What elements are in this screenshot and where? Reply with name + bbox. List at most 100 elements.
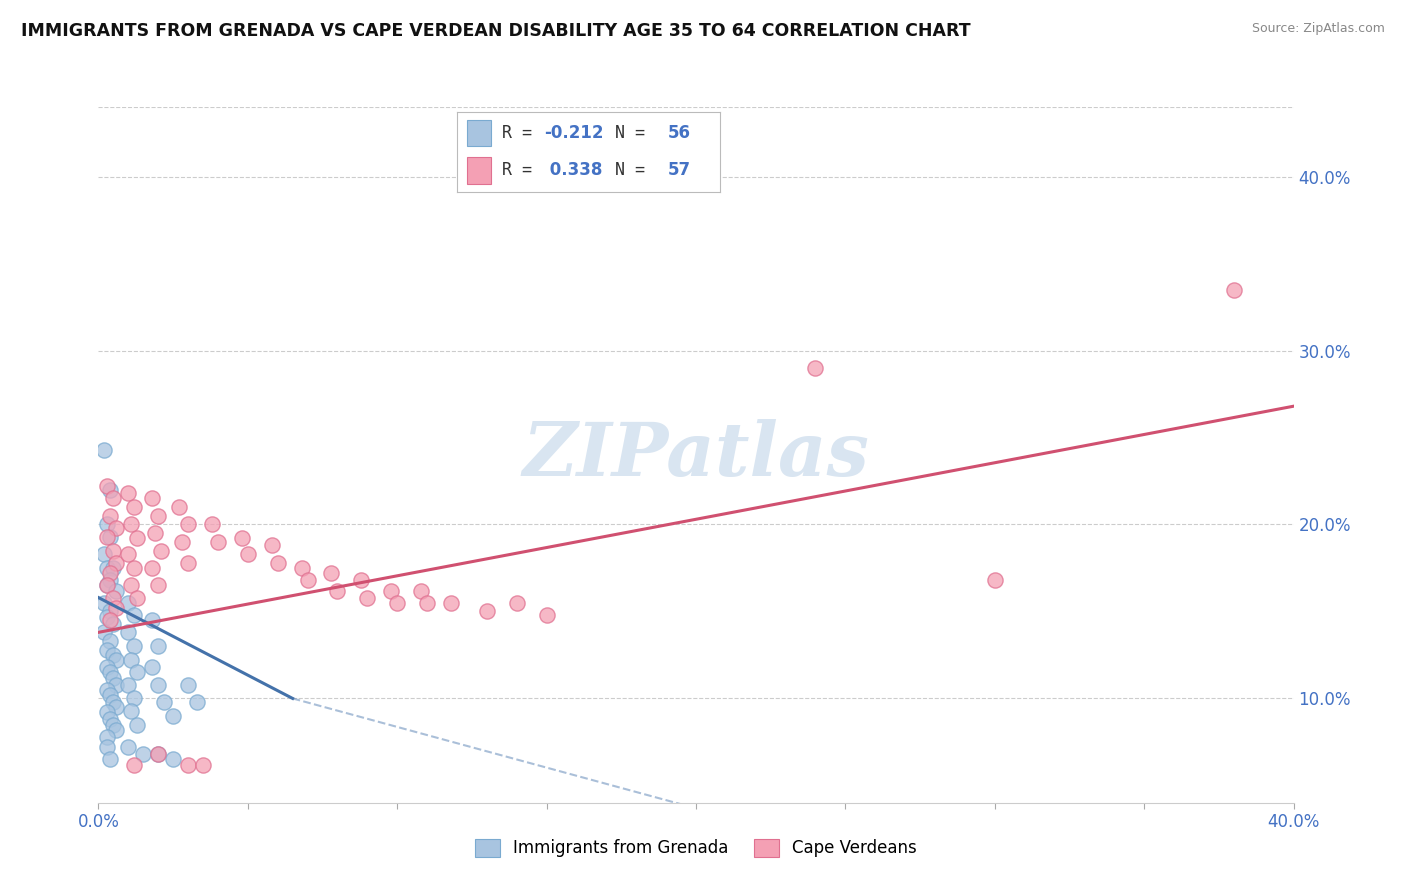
Point	[105, 521, 128, 535]
Point	[96, 642, 118, 657]
Point	[1223, 283, 1246, 297]
Point	[96, 706, 118, 720]
FancyBboxPatch shape	[467, 157, 491, 184]
Point	[120, 517, 142, 532]
Point	[141, 561, 163, 575]
Point	[132, 747, 155, 761]
Point	[143, 526, 166, 541]
Point	[177, 677, 200, 691]
Point	[267, 556, 290, 570]
Point	[148, 747, 170, 761]
Point	[350, 573, 373, 587]
Point	[148, 639, 170, 653]
Point	[103, 491, 125, 506]
Point	[127, 532, 149, 546]
Point	[98, 752, 122, 766]
Point	[804, 361, 827, 376]
Point	[98, 530, 122, 544]
Point	[93, 625, 115, 640]
Text: 57: 57	[668, 161, 690, 179]
Point	[103, 695, 125, 709]
Point	[93, 442, 115, 457]
Point	[150, 543, 173, 558]
Point	[103, 543, 125, 558]
Point	[475, 605, 498, 619]
Point	[96, 479, 118, 493]
Point	[207, 534, 229, 549]
Point	[411, 583, 433, 598]
Text: IMMIGRANTS FROM GRENADA VS CAPE VERDEAN DISABILITY AGE 35 TO 64 CORRELATION CHAR: IMMIGRANTS FROM GRENADA VS CAPE VERDEAN …	[21, 22, 970, 40]
Point	[162, 708, 184, 723]
Text: ZIPatlas: ZIPatlas	[523, 418, 869, 491]
FancyBboxPatch shape	[467, 120, 491, 146]
Point	[120, 578, 142, 592]
Point	[117, 625, 139, 640]
Point	[96, 530, 118, 544]
Point	[96, 660, 118, 674]
Point	[141, 660, 163, 674]
Point	[380, 583, 402, 598]
Text: R =: R =	[502, 161, 541, 179]
Point	[117, 486, 139, 500]
Point	[103, 671, 125, 685]
Point	[120, 704, 142, 718]
Point	[117, 596, 139, 610]
Text: 56: 56	[668, 124, 690, 142]
Point	[105, 677, 128, 691]
Point	[148, 508, 170, 523]
Point	[186, 695, 208, 709]
Point	[98, 634, 122, 648]
Point	[98, 665, 122, 680]
Point	[153, 695, 176, 709]
Point	[385, 596, 409, 610]
Text: N =: N =	[614, 161, 655, 179]
Point	[124, 639, 146, 653]
Point	[201, 517, 224, 532]
Point	[98, 508, 122, 523]
Point	[103, 648, 125, 662]
Point	[105, 583, 128, 598]
Point	[321, 566, 343, 581]
Point	[326, 583, 349, 598]
Point	[260, 538, 283, 552]
Point	[93, 547, 115, 561]
Point	[506, 596, 529, 610]
Point	[231, 532, 253, 546]
Point	[105, 653, 128, 667]
Point	[177, 517, 200, 532]
Point	[162, 752, 184, 766]
Text: 0.338: 0.338	[544, 161, 602, 179]
Point	[127, 717, 149, 731]
Point	[191, 757, 214, 772]
Point	[98, 566, 122, 581]
Point	[141, 613, 163, 627]
Point	[96, 740, 118, 755]
Point	[236, 547, 259, 561]
Legend: Immigrants from Grenada, Cape Verdeans: Immigrants from Grenada, Cape Verdeans	[468, 832, 924, 864]
Point	[105, 601, 128, 615]
Point	[96, 578, 118, 592]
Point	[96, 578, 118, 592]
Text: Source: ZipAtlas.com: Source: ZipAtlas.com	[1251, 22, 1385, 36]
Point	[103, 561, 125, 575]
Point	[124, 500, 146, 514]
Point	[148, 677, 170, 691]
Point	[127, 591, 149, 605]
Point	[127, 665, 149, 680]
Point	[291, 561, 314, 575]
Point	[98, 573, 122, 587]
Point	[93, 596, 115, 610]
Point	[356, 591, 378, 605]
Point	[124, 561, 146, 575]
Point	[96, 517, 118, 532]
Point	[103, 717, 125, 731]
Point	[297, 573, 319, 587]
Point	[98, 712, 122, 726]
Point	[96, 730, 118, 744]
Point	[117, 547, 139, 561]
Point	[98, 483, 122, 497]
Point	[117, 740, 139, 755]
Point	[96, 561, 118, 575]
Point	[440, 596, 463, 610]
Point	[105, 556, 128, 570]
